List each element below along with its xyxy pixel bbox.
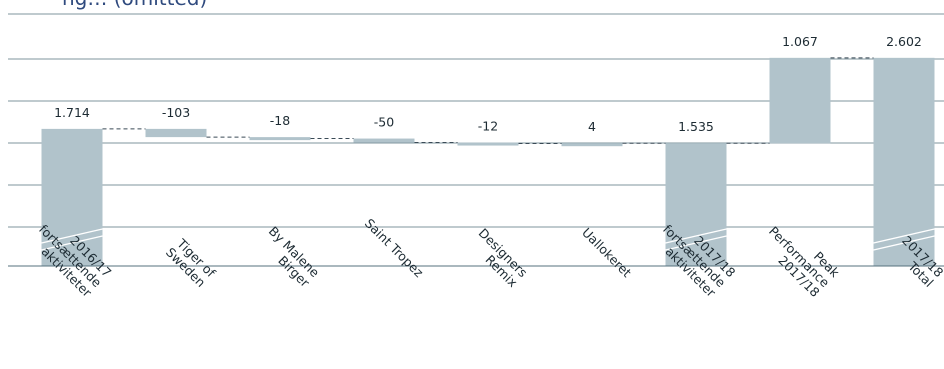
- x-tick-label-text: Uallokeret: [579, 225, 634, 280]
- value-label: -12: [478, 119, 498, 134]
- value-label: -103: [162, 105, 190, 120]
- value-label: 4: [588, 119, 596, 134]
- chart-title-clip: ng… (omitted): [0, 0, 944, 12]
- x-tick-label: Uallokeret: [579, 225, 634, 280]
- waterfall-bar: [353, 138, 415, 143]
- axis-break-mark: [41, 228, 103, 244]
- value-label: 1.714: [54, 105, 90, 120]
- value-label: 2.602: [886, 34, 922, 49]
- value-label: 1.067: [782, 34, 818, 49]
- waterfall-bar: [457, 142, 519, 146]
- axis-break-mark: [873, 235, 935, 251]
- value-label: 1.535: [678, 119, 714, 134]
- axis-break-mark: [665, 235, 727, 251]
- value-label: -50: [374, 115, 394, 130]
- x-tick-label-text: PeakPerformance2017/18: [756, 213, 843, 300]
- value-label: -18: [270, 113, 290, 128]
- x-tick-label-text: Tiger ofSweden: [163, 235, 219, 291]
- waterfall-bar: [249, 137, 311, 141]
- axis-break-mark: [873, 228, 935, 244]
- waterfall-bar: [873, 57, 935, 267]
- waterfall-bar: [665, 143, 727, 266]
- x-tick-label-text: DesignersRemix: [466, 225, 531, 290]
- waterfall-bar: [561, 143, 623, 147]
- waterfall-bar: [769, 57, 831, 144]
- axis-break-mark: [41, 235, 103, 251]
- x-tick-label-text: Saint Tropez: [362, 216, 427, 281]
- x-tick-label-line: Saint Tropez: [362, 216, 427, 281]
- x-tick-label: PeakPerformance2017/18: [756, 213, 843, 300]
- waterfall-bar: [145, 128, 207, 138]
- axis-break-mark: [665, 228, 727, 244]
- chart-title-partial: ng… (omitted): [62, 0, 207, 10]
- x-tick-label-line: Uallokeret: [579, 225, 634, 280]
- x-tick-label: By MaleneBirger: [256, 223, 323, 290]
- x-tick-label-text: By MaleneBirger: [256, 223, 323, 290]
- x-tick-label: Tiger ofSweden: [163, 235, 219, 291]
- x-tick-label: Saint Tropez: [362, 216, 427, 281]
- x-tick-label: DesignersRemix: [466, 225, 531, 290]
